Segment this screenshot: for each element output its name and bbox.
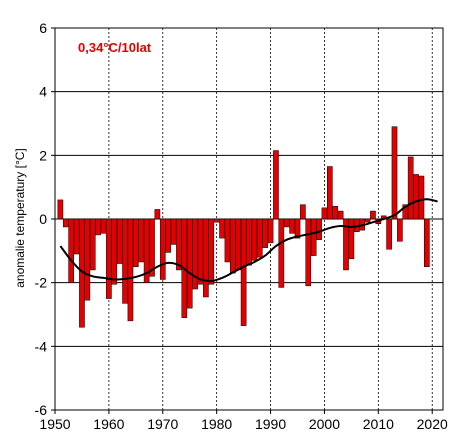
bar-2008 — [364, 218, 371, 223]
bar-1967 — [143, 218, 150, 283]
x-tick-label: 2020 — [417, 416, 448, 432]
x-tick-label: 1970 — [147, 416, 178, 432]
bar-2005 — [348, 218, 355, 260]
y-tick-label: 2 — [39, 147, 47, 163]
bar-1952 — [62, 218, 69, 228]
bar-2017 — [413, 174, 419, 220]
trend-line — [59, 198, 438, 283]
bar-1976 — [192, 218, 198, 290]
bar-2019 — [424, 218, 430, 267]
x-tick-label: 1960 — [93, 416, 124, 432]
trend-annotation: 0,34°C/10lat — [78, 40, 152, 55]
bar-1964 — [127, 218, 134, 322]
bar-1990 — [267, 218, 274, 244]
bar-1989 — [262, 218, 268, 248]
bar-1986 — [246, 218, 252, 266]
bar-1959 — [100, 218, 107, 234]
bar-1979 — [208, 218, 215, 285]
bar-1971 — [165, 218, 171, 253]
y-tick-label: -4 — [35, 338, 48, 354]
bar-1963 — [122, 218, 128, 304]
bar-1968 — [149, 218, 155, 277]
bar-1998 — [310, 218, 317, 256]
bar-2016 — [407, 156, 414, 220]
bar-1965 — [133, 218, 139, 267]
bar-1999 — [316, 218, 322, 240]
bar-2012 — [386, 218, 392, 250]
bar-1970 — [159, 218, 166, 280]
bar-1961 — [111, 218, 118, 285]
y-tick-label: 6 — [39, 20, 47, 36]
bar-1962 — [116, 218, 123, 264]
bar-1960 — [106, 218, 112, 299]
y-axis-label: anomalie temperatury [°C] — [13, 148, 27, 288]
bar-1988 — [256, 218, 263, 258]
x-tick-label: 2000 — [309, 416, 340, 432]
bar-2018 — [418, 175, 425, 220]
bar-1995 — [294, 218, 301, 239]
y-tick-label: 0 — [39, 211, 47, 227]
bar-2002 — [332, 206, 339, 220]
bar-1993 — [283, 218, 290, 228]
bar-2000 — [321, 207, 328, 220]
x-tick-label: 1950 — [39, 416, 70, 432]
bar-1992 — [278, 218, 285, 288]
bar-1953 — [68, 218, 74, 283]
bar-1984 — [235, 218, 242, 271]
bar-2009 — [370, 210, 376, 220]
x-tick-label: 1980 — [201, 416, 232, 432]
y-tick-labels: -6 -4 -2 0 2 4 6 — [35, 20, 55, 418]
bar-1958 — [95, 218, 101, 236]
bar-1956 — [84, 218, 91, 301]
bar-1951 — [57, 199, 64, 220]
bar-1977 — [197, 218, 204, 285]
bar-2014 — [397, 218, 403, 242]
bar-2004 — [343, 218, 349, 271]
x-tick-labels: 1950 1960 1970 1980 1990 2000 2010 2020 — [39, 410, 448, 432]
y-tick-label: -6 — [35, 402, 48, 418]
bar-1975 — [186, 218, 193, 309]
bar-2001 — [327, 166, 333, 220]
bar-1973 — [176, 218, 182, 271]
bar-2013 — [391, 126, 398, 220]
bar-1987 — [251, 218, 258, 261]
bar-1997 — [305, 218, 312, 287]
bar-1972 — [170, 218, 177, 245]
bar-1994 — [289, 218, 295, 234]
bar-1980 — [213, 218, 220, 223]
x-tick-label: 2010 — [363, 416, 394, 432]
bar-1991 — [273, 150, 279, 220]
bar-1969 — [154, 209, 161, 220]
bar-1954 — [73, 218, 80, 255]
bar-1966 — [138, 218, 145, 263]
x-tick-label: 1990 — [255, 416, 286, 432]
y-tick-label: 4 — [39, 84, 47, 100]
bar-1978 — [203, 218, 209, 298]
bar-1982 — [224, 218, 231, 263]
bar-1981 — [219, 218, 225, 239]
bar-1983 — [230, 218, 236, 274]
bar-1985 — [240, 218, 247, 326]
bar-2015 — [402, 204, 409, 220]
bar-2003 — [337, 210, 344, 220]
y-tick-label: -2 — [35, 275, 48, 291]
bars — [57, 126, 430, 328]
bar-1996 — [300, 204, 306, 220]
bar-1957 — [89, 218, 96, 271]
